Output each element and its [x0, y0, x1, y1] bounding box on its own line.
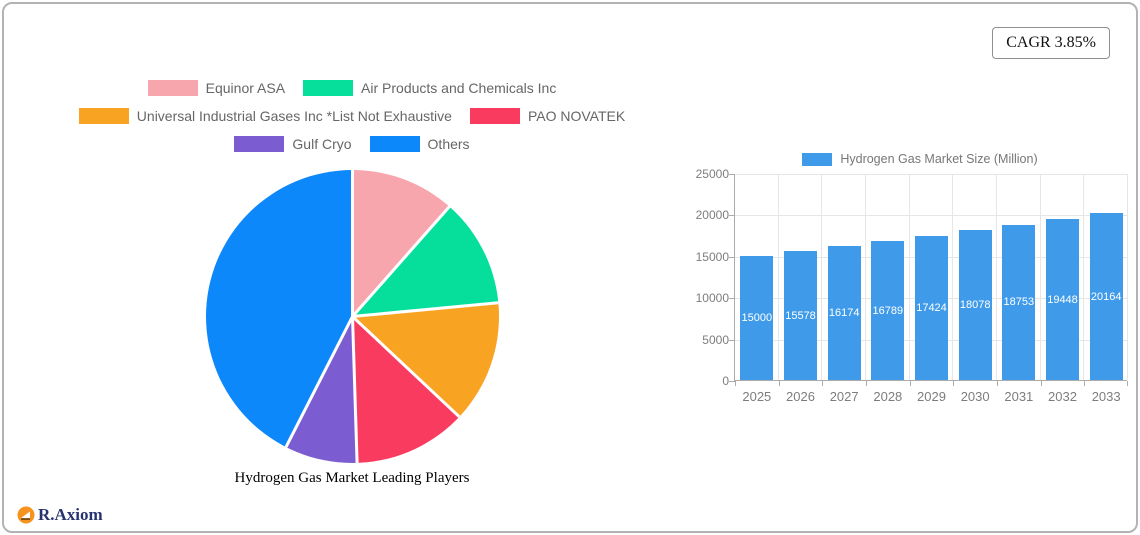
- x-axis-tick-label: 2030: [960, 389, 990, 404]
- x-gridline: [1127, 174, 1128, 380]
- pie-legend: Equinor ASA Air Products and Chemicals I…: [4, 80, 700, 152]
- legend-label: Equinor ASA: [205, 80, 286, 96]
- bar-plot-area: 0 5000 10000 15000 20000 25000 15000 2025 15578 2…: [696, 167, 1128, 404]
- pie-legend-row: Universal Industrial Gases Inc *List Not…: [78, 108, 626, 124]
- bar-2027[interactable]: [827, 246, 861, 380]
- x-gridline: [952, 174, 954, 380]
- x-gridline: [1083, 174, 1085, 380]
- x-axis-tick-label: 2029: [917, 389, 946, 404]
- brand-logo: R.Axiom: [17, 505, 103, 525]
- bar-2025[interactable]: [740, 255, 774, 380]
- x-gridline: [777, 174, 779, 380]
- legend-label: Gulf Cryo: [292, 136, 352, 152]
- pie-title: Hydrogen Gas Market Leading Players: [234, 470, 470, 486]
- legend-swatch-icon: [802, 152, 833, 166]
- pie-chart-wrap: [206, 170, 499, 463]
- cagr-badge: CAGR 3.85%: [992, 27, 1110, 59]
- bar-2026[interactable]: [784, 251, 817, 380]
- x-gridline: [821, 174, 823, 380]
- x-axis-tick-label: 2027: [829, 389, 859, 404]
- legend-item-others[interactable]: Others: [369, 136, 470, 152]
- y-axis-tick-label: 20000: [695, 208, 729, 223]
- legend-item-gulf-cryo[interactable]: Gulf Cryo: [234, 136, 352, 152]
- legend-label: Others: [427, 136, 470, 152]
- y-axis-tick-label: 5000: [702, 332, 729, 347]
- y-gridline: [735, 215, 1127, 217]
- legend-label: Hydrogen Gas Market Size (Million): [840, 152, 1038, 166]
- x-axis-tick-mark: [953, 381, 955, 386]
- y-axis-tick-mark: [729, 215, 735, 217]
- x-axis-tick-mark: [1084, 381, 1086, 386]
- bar-2030[interactable]: [958, 230, 992, 380]
- y-axis-tick-label: 0: [722, 374, 729, 388]
- bar-chart-section: Hydrogen Gas Market Size (Million) 0 5000…: [696, 142, 1136, 422]
- legend-swatch-icon: [369, 136, 420, 152]
- pie-slice-divider: [284, 315, 354, 448]
- x-axis-tick-mark: [778, 381, 780, 386]
- x-axis-tick-label: 2026: [786, 389, 815, 404]
- bar-2029[interactable]: [915, 235, 948, 380]
- legend-item-air-products[interactable]: Air Products and Chemicals Inc: [303, 80, 556, 96]
- legend-swatch-icon: [147, 80, 198, 96]
- y-axis-tick-mark: [729, 298, 735, 300]
- x-axis-tick-label: 2031: [1004, 389, 1034, 404]
- pie-legend-row: Equinor ASA Air Products and Chemicals I…: [147, 80, 556, 96]
- growth-chart-icon: [17, 506, 35, 524]
- y-axis-tick-mark: [729, 339, 735, 341]
- bar-2031[interactable]: [1002, 224, 1036, 380]
- legend-swatch-icon: [469, 108, 520, 124]
- legend-swatch-icon: [303, 80, 354, 96]
- x-axis-tick-mark: [1040, 381, 1042, 386]
- brand-name: R.Axiom: [38, 505, 103, 524]
- pie-slice-divider: [351, 170, 354, 317]
- bar-2032[interactable]: [1046, 218, 1079, 380]
- x-axis-tick-mark: [1127, 381, 1128, 386]
- pie-legend-row: Gulf Cryo Others: [234, 136, 470, 152]
- x-axis-tick-mark: [735, 381, 736, 386]
- x-axis-tick-mark: [822, 381, 824, 386]
- pie-slice-divider: [352, 301, 499, 318]
- x-axis-tick-mark: [866, 381, 867, 386]
- y-axis-tick-mark: [729, 256, 735, 258]
- x-axis-tick-label: 2033: [1091, 389, 1121, 404]
- pie-slice-divider: [351, 316, 359, 463]
- y-axis-tick-label: 15000: [695, 249, 729, 264]
- x-gridline: [865, 174, 866, 380]
- legend-item-equinor-asa[interactable]: Equinor ASA: [147, 80, 286, 96]
- pie-slice-divider: [351, 205, 451, 318]
- x-axis-tick-mark: [997, 381, 998, 386]
- y-axis-tick-mark: [729, 381, 735, 382]
- bar-2033[interactable]: [1089, 213, 1123, 380]
- legend-swatch-icon: [234, 136, 285, 152]
- x-gridline: [1039, 174, 1041, 380]
- x-axis-tick-label: 2032: [1048, 389, 1077, 404]
- bar-2028[interactable]: [871, 241, 905, 380]
- y-axis-tick-label: 25000: [695, 167, 729, 181]
- y-gridline: [735, 174, 1127, 175]
- y-axis-tick-mark: [729, 174, 735, 175]
- x-gridline: [996, 174, 997, 380]
- x-axis-tick-label: 2025: [742, 389, 772, 404]
- x-axis-tick-label: 2028: [873, 389, 903, 404]
- legend-item-universal-industrial-gases[interactable]: Universal Industrial Gases Inc *List Not…: [78, 108, 452, 124]
- legend-item-pao-novatek[interactable]: PAO NOVATEK: [469, 108, 626, 124]
- x-axis-tick-mark: [909, 381, 911, 386]
- legend-swatch-icon: [78, 108, 129, 124]
- y-axis-tick-label: 10000: [695, 291, 729, 306]
- legend-label: PAO NOVATEK: [527, 108, 626, 124]
- pie-chart[interactable]: [206, 170, 499, 463]
- bar-legend-item[interactable]: Hydrogen Gas Market Size (Million): [704, 152, 1136, 166]
- legend-label: Universal Industrial Gases Inc *List Not…: [136, 108, 452, 124]
- pie-slice-divider: [351, 315, 461, 418]
- legend-label: Air Products and Chemicals Inc: [361, 80, 557, 96]
- x-gridline: [908, 174, 910, 380]
- pie-chart-section: Equinor ASA Air Products and Chemicals I…: [4, 4, 700, 531]
